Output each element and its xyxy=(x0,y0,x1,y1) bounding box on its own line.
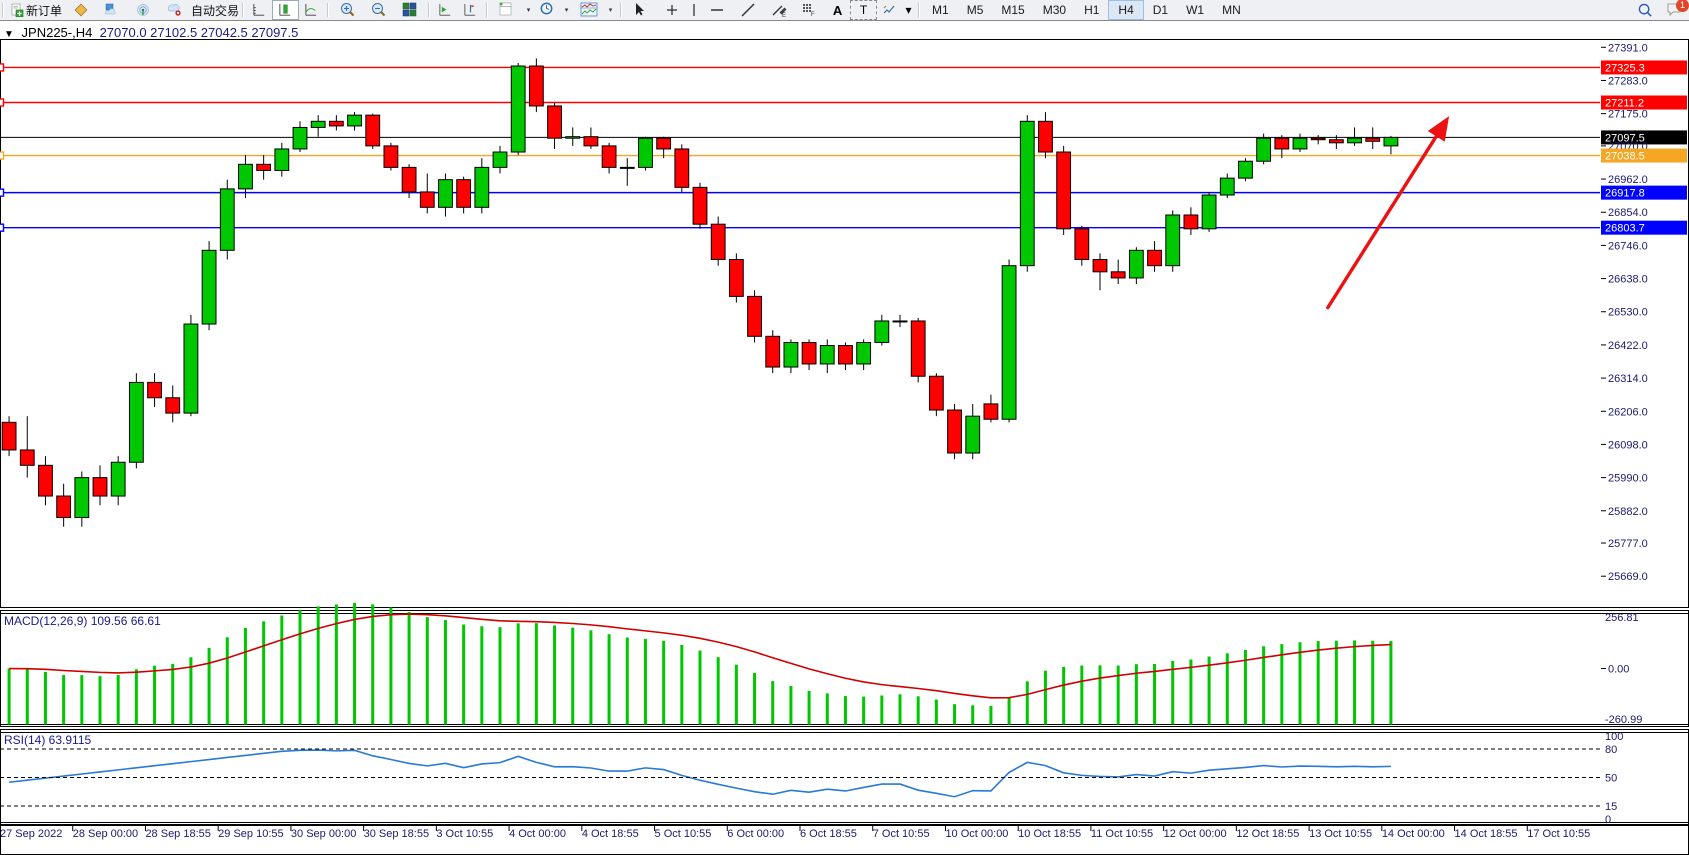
svg-text:26746.0: 26746.0 xyxy=(1608,240,1648,252)
svg-text:10 Oct 18:55: 10 Oct 18:55 xyxy=(1018,828,1081,840)
svg-text:5 Oct 10:55: 5 Oct 10:55 xyxy=(655,828,712,840)
svg-text:30 Sep 00:00: 30 Sep 00:00 xyxy=(291,828,356,840)
svg-text:7 Oct 10:55: 7 Oct 10:55 xyxy=(873,828,930,840)
svg-text:12 Oct 18:55: 12 Oct 18:55 xyxy=(1236,828,1299,840)
svg-text:256.81: 256.81 xyxy=(1605,612,1639,624)
svg-text:30 Sep 18:55: 30 Sep 18:55 xyxy=(364,828,429,840)
svg-text:26422.0: 26422.0 xyxy=(1608,340,1648,352)
svg-text:26962.0: 26962.0 xyxy=(1608,174,1648,186)
svg-text:27 Sep 2022: 27 Sep 2022 xyxy=(0,828,62,840)
svg-text:28 Sep 00:00: 28 Sep 00:00 xyxy=(73,828,138,840)
svg-text:6 Oct 18:55: 6 Oct 18:55 xyxy=(800,828,857,840)
svg-text:27283.0: 27283.0 xyxy=(1608,75,1648,87)
svg-text:11 Oct 10:55: 11 Oct 10:55 xyxy=(1091,828,1153,840)
svg-text:25777.0: 25777.0 xyxy=(1608,538,1648,550)
svg-text:10 Oct 00:00: 10 Oct 00:00 xyxy=(945,828,1008,840)
svg-text:25669.0: 25669.0 xyxy=(1608,571,1648,583)
svg-text:0.00: 0.00 xyxy=(1608,664,1629,676)
svg-text:26530.0: 26530.0 xyxy=(1608,307,1648,319)
svg-text:29 Sep 10:55: 29 Sep 10:55 xyxy=(218,828,283,840)
svg-text:27038.5: 27038.5 xyxy=(1605,151,1645,163)
svg-text:4 Oct 18:55: 4 Oct 18:55 xyxy=(582,828,639,840)
svg-text:F: F xyxy=(811,12,815,18)
svg-text:27175.0: 27175.0 xyxy=(1608,109,1648,121)
svg-text:26638.0: 26638.0 xyxy=(1608,274,1648,286)
svg-text:26803.7: 26803.7 xyxy=(1605,223,1645,235)
svg-text:26206.0: 26206.0 xyxy=(1608,406,1648,418)
svg-text:26917.8: 26917.8 xyxy=(1605,188,1645,200)
svg-text:25990.0: 25990.0 xyxy=(1608,473,1648,485)
svg-text:26854.0: 26854.0 xyxy=(1608,207,1648,219)
svg-text:27391.0: 27391.0 xyxy=(1608,42,1648,54)
svg-text:14 Oct 18:55: 14 Oct 18:55 xyxy=(1455,828,1518,840)
svg-text:26314.0: 26314.0 xyxy=(1608,373,1648,385)
svg-text:50: 50 xyxy=(1605,773,1617,785)
svg-text:15: 15 xyxy=(1605,801,1617,813)
svg-text:100: 100 xyxy=(1605,731,1623,743)
svg-text:6 Oct 00:00: 6 Oct 00:00 xyxy=(727,828,784,840)
svg-text:28 Sep 18:55: 28 Sep 18:55 xyxy=(145,828,210,840)
svg-text:3 Oct 10:55: 3 Oct 10:55 xyxy=(436,828,493,840)
svg-text:27325.3: 27325.3 xyxy=(1605,62,1645,74)
svg-text:-260.99: -260.99 xyxy=(1605,714,1642,726)
svg-text:E: E xyxy=(782,13,786,18)
svg-text:0: 0 xyxy=(1605,814,1611,826)
svg-text:25882.0: 25882.0 xyxy=(1608,506,1648,518)
svg-text:26098.0: 26098.0 xyxy=(1608,439,1648,451)
svg-text:14 Oct 00:00: 14 Oct 00:00 xyxy=(1382,828,1445,840)
svg-text:4 Oct 00:00: 4 Oct 00:00 xyxy=(509,828,566,840)
svg-text:13 Oct 10:55: 13 Oct 10:55 xyxy=(1309,828,1372,840)
svg-text:17 Oct 10:55: 17 Oct 10:55 xyxy=(1527,828,1590,840)
svg-text:80: 80 xyxy=(1605,744,1617,756)
svg-text:12 Oct 00:00: 12 Oct 00:00 xyxy=(1164,828,1227,840)
